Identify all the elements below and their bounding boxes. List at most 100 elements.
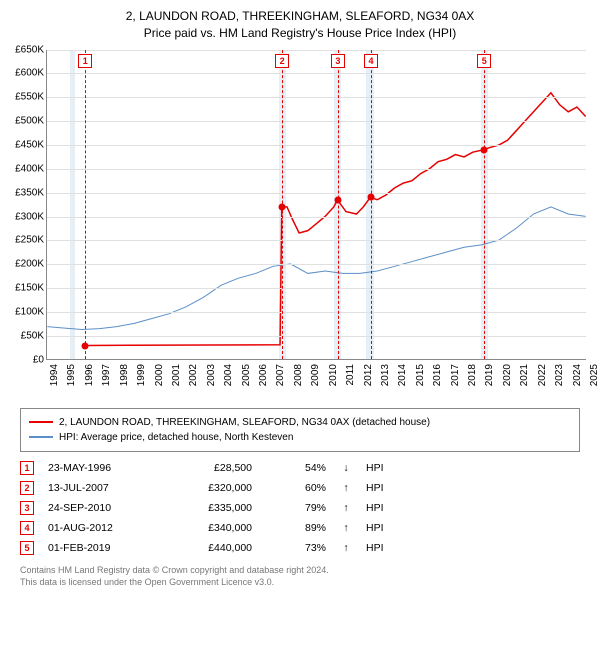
x-axis-label: 2002	[188, 364, 199, 386]
row-date: 24-SEP-2010	[48, 502, 148, 514]
x-axis-label: 1998	[119, 364, 130, 386]
legend-label: 2, LAUNDON ROAD, THREEKINGHAM, SLEAFORD,…	[59, 415, 430, 430]
x-axis-label: 1995	[66, 364, 77, 386]
plot-region: 12345	[46, 50, 586, 360]
series-property	[86, 92, 586, 345]
row-price: £340,000	[162, 522, 252, 534]
x-axis-label: 1996	[84, 364, 95, 386]
row-pct: 60%	[266, 482, 326, 494]
x-axis-label: 2016	[432, 364, 443, 386]
legend-item: HPI: Average price, detached house, Nort…	[29, 430, 571, 445]
x-axis-label: 1997	[101, 364, 112, 386]
y-axis-label: £150K	[15, 283, 44, 294]
x-axis-label: 2022	[537, 364, 548, 386]
chart-container: 2, LAUNDON ROAD, THREEKINGHAM, SLEAFORD,…	[0, 0, 600, 650]
x-axis-label: 2005	[241, 364, 252, 386]
row-marker: 1	[20, 461, 34, 475]
row-ref: HPI	[366, 482, 384, 494]
x-axis-label: 2010	[328, 364, 339, 386]
y-axis-label: £250K	[15, 235, 44, 246]
row-pct: 54%	[266, 462, 326, 474]
row-price: £440,000	[162, 542, 252, 554]
sale-dot	[82, 343, 89, 350]
row-date: 01-FEB-2019	[48, 542, 148, 554]
x-axis-label: 2014	[397, 364, 408, 386]
x-axis-label: 2012	[363, 364, 374, 386]
y-axis-label: £100K	[15, 306, 44, 317]
row-arrow-icon: ↑	[340, 482, 352, 494]
x-axis-label: 2013	[380, 364, 391, 386]
footer-attribution: Contains HM Land Registry data © Crown c…	[20, 564, 580, 589]
sale-dot	[481, 146, 488, 153]
y-axis-label: £50K	[21, 330, 44, 341]
row-pct: 79%	[266, 502, 326, 514]
y-axis-label: £0	[33, 354, 44, 365]
row-marker: 5	[20, 541, 34, 555]
x-axis-label: 2018	[467, 364, 478, 386]
table-row: 1 23-MAY-1996 £28,500 54% ↓ HPI	[20, 458, 580, 478]
legend-label: HPI: Average price, detached house, Nort…	[59, 430, 293, 445]
table-row: 4 01-AUG-2012 £340,000 89% ↑ HPI	[20, 518, 580, 538]
table-row: 3 24-SEP-2010 £335,000 79% ↑ HPI	[20, 498, 580, 518]
sale-dot	[368, 194, 375, 201]
legend-item: 2, LAUNDON ROAD, THREEKINGHAM, SLEAFORD,…	[29, 415, 571, 430]
row-ref: HPI	[366, 542, 384, 554]
sale-marker: 3	[331, 54, 345, 68]
x-axis-label: 2001	[171, 364, 182, 386]
y-axis-label: £650K	[15, 44, 44, 55]
x-axis-label: 2007	[275, 364, 286, 386]
legend: 2, LAUNDON ROAD, THREEKINGHAM, SLEAFORD,…	[20, 408, 580, 452]
sale-dot	[334, 196, 341, 203]
y-axis-label: £600K	[15, 68, 44, 79]
y-axis-label: £400K	[15, 163, 44, 174]
legend-swatch	[29, 421, 53, 423]
x-axis-label: 2006	[258, 364, 269, 386]
y-axis-label: £450K	[15, 139, 44, 150]
sales-table: 123-MAY-1996£28,50054%↓HPI213-JUL-2007£3…	[20, 458, 580, 558]
title-subtitle: Price paid vs. HM Land Registry's House …	[10, 25, 590, 42]
x-axis-label: 2017	[450, 364, 461, 386]
sale-marker: 1	[78, 54, 92, 68]
x-axis-label: 2023	[554, 364, 565, 386]
x-axis-label: 2021	[519, 364, 530, 386]
y-axis-label: £300K	[15, 211, 44, 222]
x-axis-label: 2000	[154, 364, 165, 386]
row-arrow-icon: ↑	[340, 502, 352, 514]
title-address: 2, LAUNDON ROAD, THREEKINGHAM, SLEAFORD,…	[10, 8, 590, 25]
y-axis-label: £500K	[15, 116, 44, 127]
y-axis-label: £350K	[15, 187, 44, 198]
row-ref: HPI	[366, 462, 384, 474]
sale-dot	[279, 203, 286, 210]
y-axis-label: £550K	[15, 92, 44, 103]
table-row: 5 01-FEB-2019 £440,000 73% ↑ HPI	[20, 538, 580, 558]
series-hpi	[47, 206, 585, 329]
y-axis-label: £200K	[15, 259, 44, 270]
row-date: 01-AUG-2012	[48, 522, 148, 534]
row-arrow-icon: ↑	[340, 522, 352, 534]
x-axis-label: 2003	[206, 364, 217, 386]
row-date: 13-JUL-2007	[48, 482, 148, 494]
row-date: 23-MAY-1996	[48, 462, 148, 474]
footer-line2: This data is licensed under the Open Gov…	[20, 576, 580, 589]
row-price: £28,500	[162, 462, 252, 474]
row-ref: HPI	[366, 522, 384, 534]
row-pct: 73%	[266, 542, 326, 554]
row-marker: 4	[20, 521, 34, 535]
row-price: £320,000	[162, 482, 252, 494]
x-axis-label: 2019	[484, 364, 495, 386]
x-axis-label: 2009	[310, 364, 321, 386]
legend-swatch	[29, 436, 53, 438]
row-ref: HPI	[366, 502, 384, 514]
x-axis-label: 2020	[502, 364, 513, 386]
row-price: £335,000	[162, 502, 252, 514]
row-arrow-icon: ↑	[340, 542, 352, 554]
row-marker: 3	[20, 501, 34, 515]
row-arrow-icon: ↓	[340, 462, 352, 474]
sale-marker: 5	[477, 54, 491, 68]
x-axis-label: 2024	[572, 364, 583, 386]
row-pct: 89%	[266, 522, 326, 534]
x-axis-label: 1994	[49, 364, 60, 386]
x-axis-label: 2008	[293, 364, 304, 386]
chart-area: 12345 £0£50K£100K£150K£200K£250K£300K£35…	[36, 50, 596, 400]
x-axis-label: 2015	[415, 364, 426, 386]
